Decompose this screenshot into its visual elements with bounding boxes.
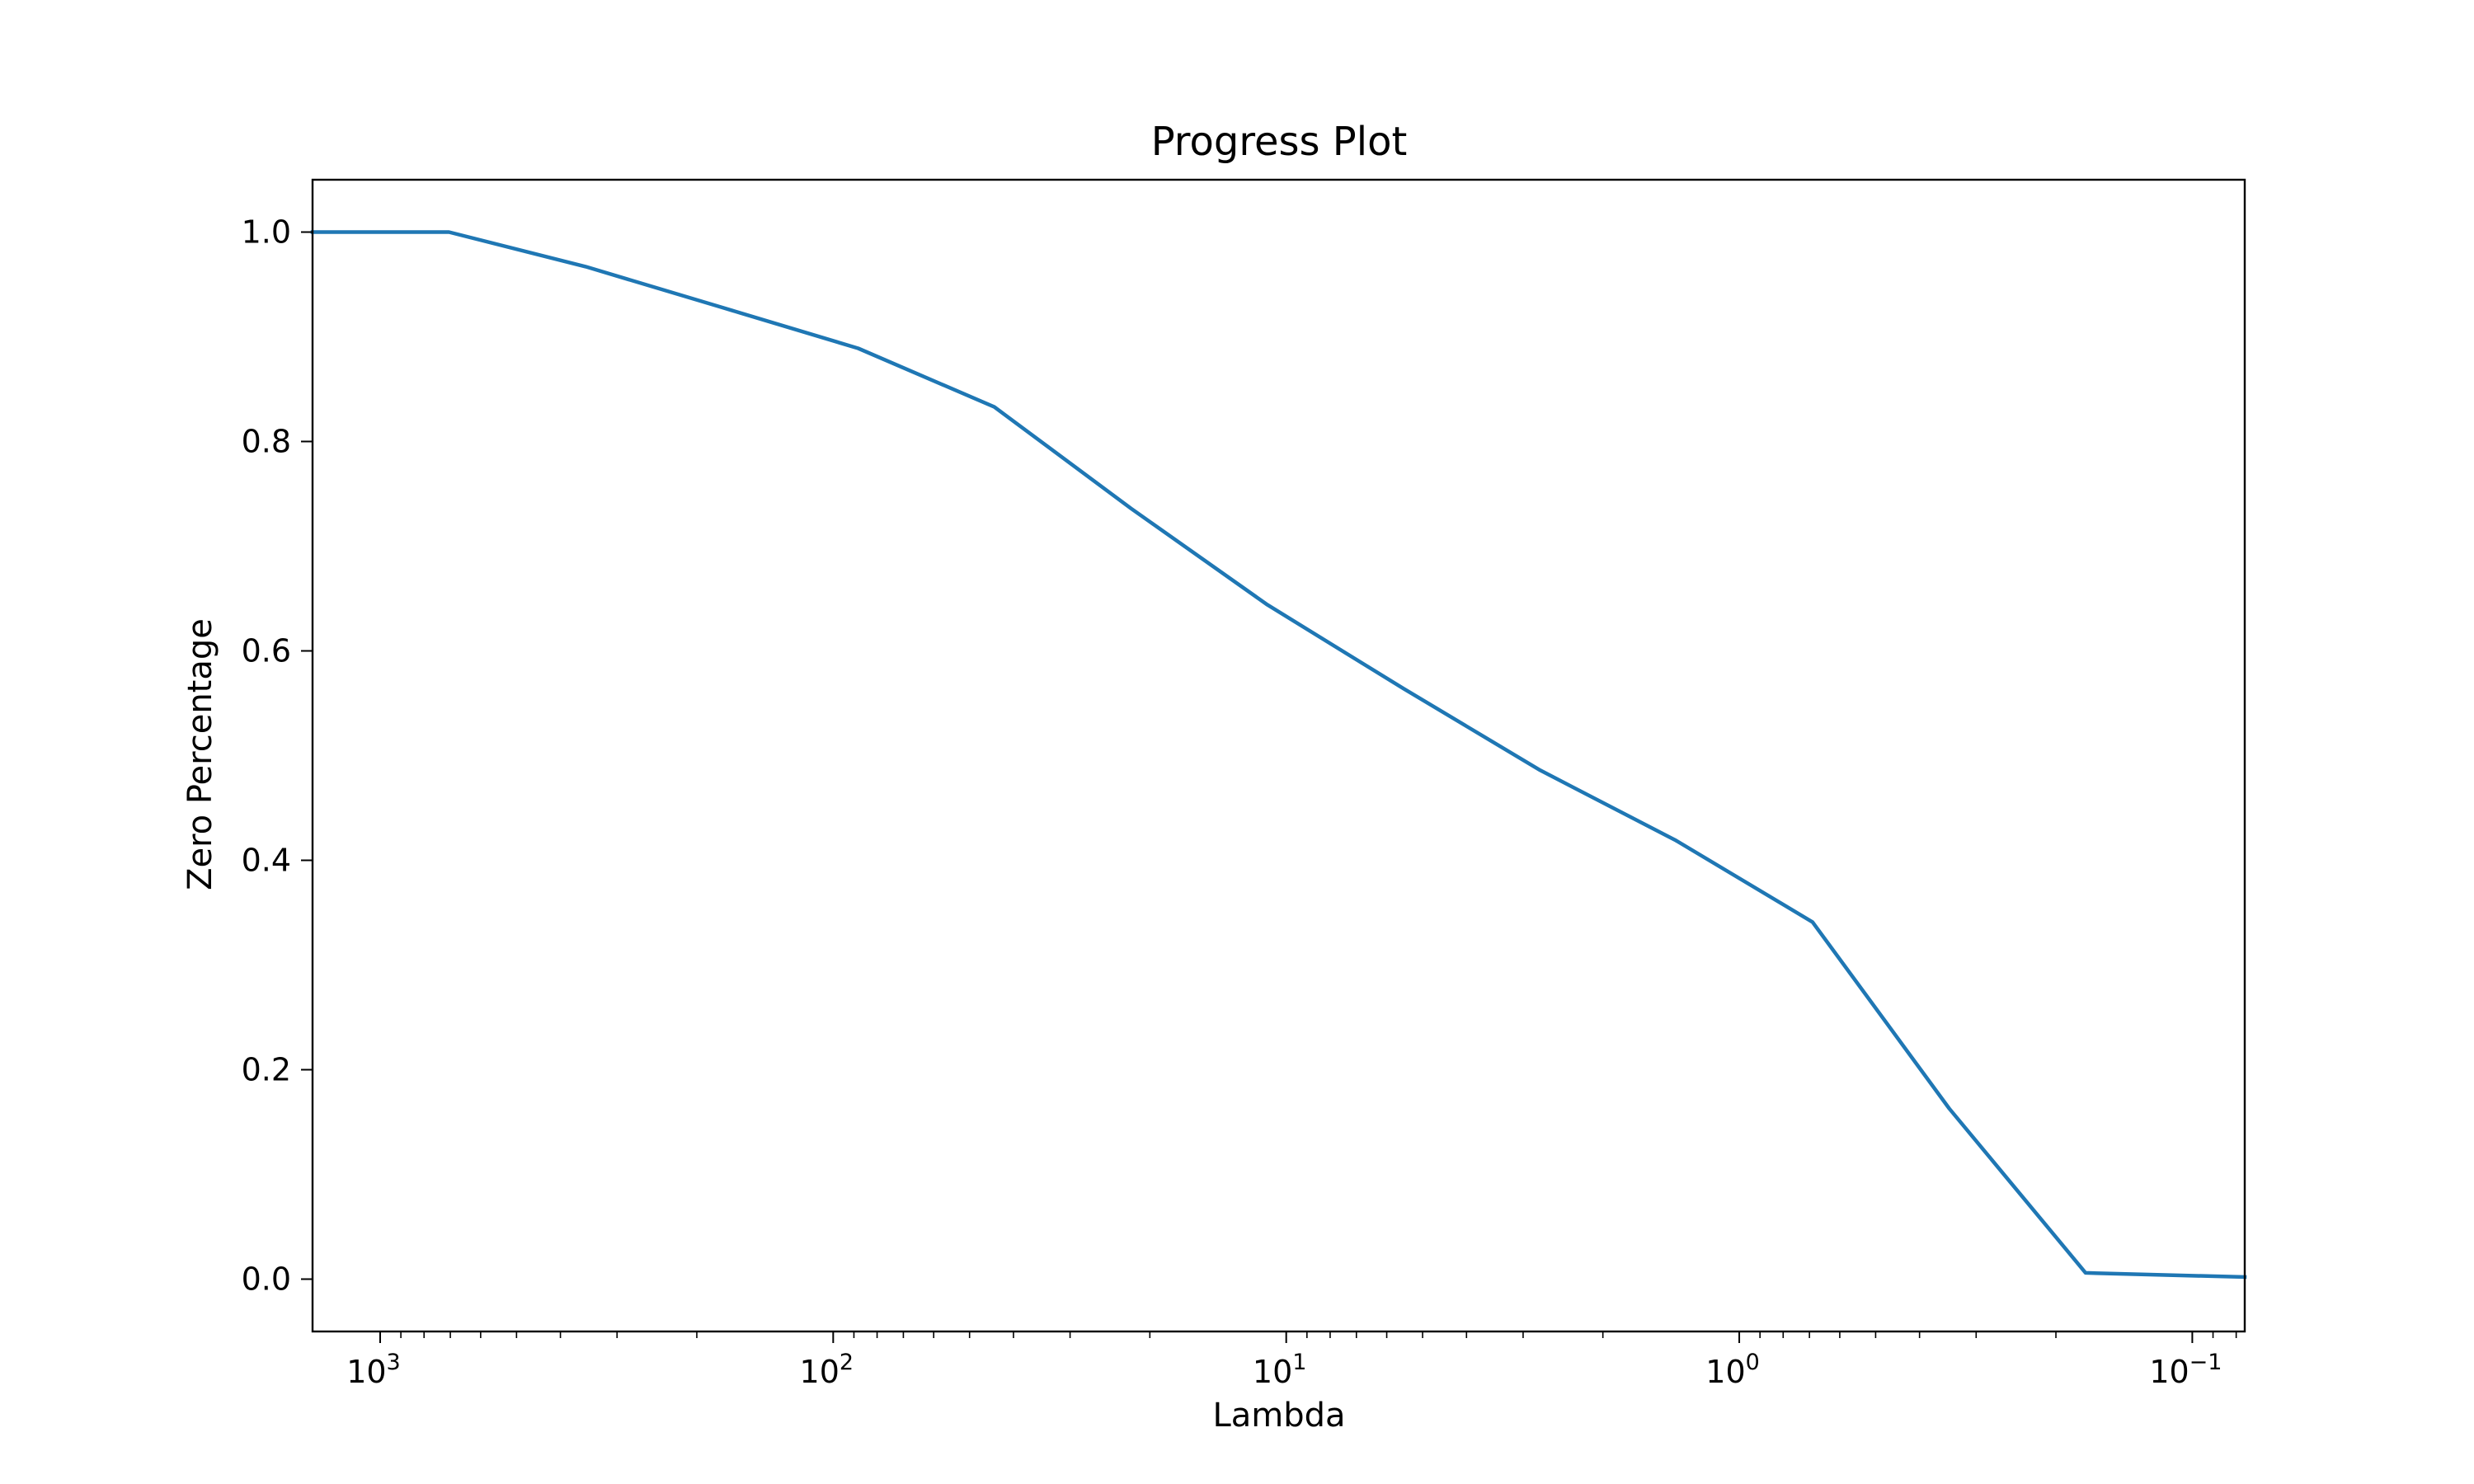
y-axis-label: Zero Percentage	[181, 618, 219, 890]
x-tick-label: 103	[346, 1350, 401, 1390]
y-tick-label: 0.2	[242, 1052, 291, 1088]
x-tick-label: 102	[800, 1350, 854, 1390]
x-tick-label: 10−1	[2149, 1350, 2222, 1390]
y-tick-label: 0.0	[242, 1261, 291, 1298]
plot-marks	[310, 230, 2247, 1280]
x-tick-label: 101	[1253, 1350, 1307, 1390]
chart-title: Progress Plot	[1151, 119, 1408, 165]
y-tick-label: 0.6	[242, 633, 291, 669]
plot-frame	[311, 178, 2246, 1333]
axes-group: 103 102 101 100 10−1 0.0 0.2 0.4 0.6 0.8 1.0	[242, 178, 2246, 1390]
y-tick-label: 0.8	[242, 424, 291, 460]
y-tick-label: 1.0	[242, 214, 291, 251]
series-line-0	[310, 230, 2247, 1280]
x-tick-label: 100	[1705, 1350, 1760, 1390]
x-axis-label: Lambda	[1212, 1397, 1345, 1435]
y-tick-label: 0.4	[242, 843, 291, 879]
